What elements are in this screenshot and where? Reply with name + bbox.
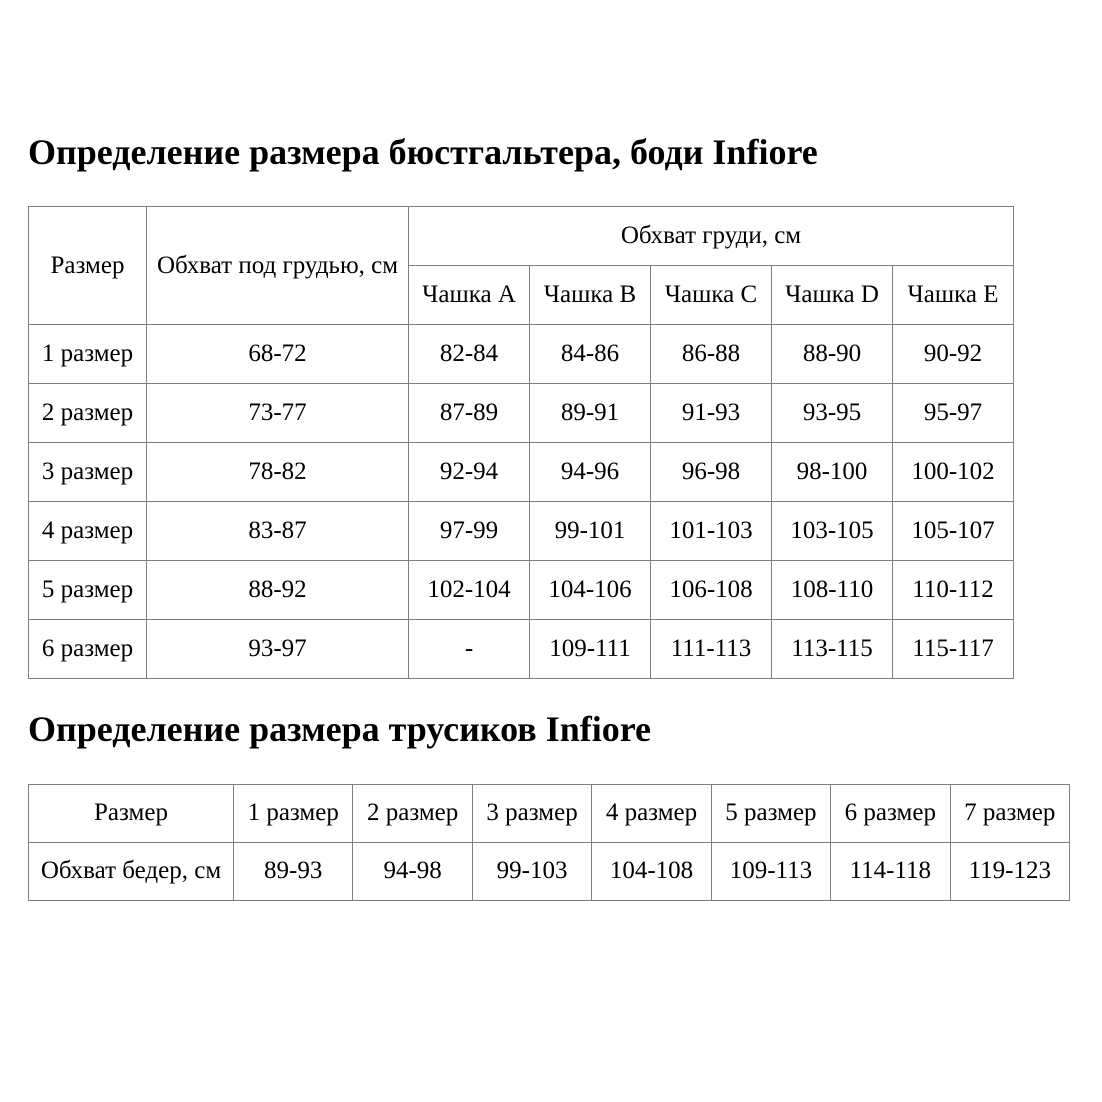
cup-e-cell: 115-117 — [892, 619, 1014, 680]
col-header-cup-c: Чашка C — [650, 265, 772, 326]
size-cell: 3 размер — [28, 442, 147, 503]
size-cell: 1 размер — [28, 324, 147, 385]
table-row: 5 размер 88-92 102-104 104-106 106-108 1… — [28, 560, 1014, 621]
table-row: 6 размер 93-97 - 109-111 111-113 113-115… — [28, 619, 1014, 680]
cup-c-cell: 96-98 — [650, 442, 772, 503]
col-header-size-1: 1 размер — [232, 783, 354, 843]
cup-e-cell: 95-97 — [892, 383, 1014, 444]
underbust-cell: 83-87 — [146, 501, 409, 562]
cup-d-cell: 108-110 — [771, 560, 893, 621]
cup-a-cell: 97-99 — [408, 501, 530, 562]
cup-b-cell: 99-101 — [529, 501, 651, 562]
col-header-size: Размер — [28, 783, 234, 843]
cup-e-cell: 105-107 — [892, 501, 1014, 562]
table-row: 3 размер 78-82 92-94 94-96 96-98 98-100 … — [28, 442, 1014, 503]
underbust-cell: 73-77 — [146, 383, 409, 444]
cup-a-cell: 87-89 — [408, 383, 530, 444]
size-cell: 2 размер — [28, 383, 147, 444]
col-header-cup-b: Чашка B — [529, 265, 651, 326]
table-row: 4 размер 83-87 97-99 99-101 101-103 103-… — [28, 501, 1014, 562]
cup-c-cell: 111-113 — [650, 619, 772, 680]
hips-cell-5: 109-113 — [710, 841, 832, 901]
bra-size-heading: Определение размера бюстгальтера, боди I… — [28, 132, 818, 172]
cup-d-cell: 93-95 — [771, 383, 893, 444]
col-header-cup-a: Чашка A — [408, 265, 530, 326]
bra-table-header-row-1: Размер Обхват под грудью, см Обхват груд… — [28, 206, 1014, 326]
underbust-cell: 93-97 — [146, 619, 409, 680]
col-header-size-4: 4 размер — [591, 783, 712, 843]
col-header-size-6: 6 размер — [830, 783, 951, 843]
hips-cell-7: 119-123 — [949, 841, 1071, 901]
col-header-bust: Обхват груди, см — [408, 206, 1014, 267]
hips-cell-3: 99-103 — [471, 841, 593, 901]
hips-row-label: Обхват бедер, см — [28, 841, 234, 901]
cup-b-cell: 104-106 — [529, 560, 651, 621]
bra-size-table: Размер Обхват под грудью, см Обхват груд… — [28, 206, 1014, 680]
hips-cell-4: 104-108 — [591, 841, 712, 901]
cup-a-cell: - — [408, 619, 530, 680]
hips-cell-1: 89-93 — [232, 841, 354, 901]
cup-b-cell: 89-91 — [529, 383, 651, 444]
cup-d-cell: 103-105 — [771, 501, 893, 562]
underbust-cell: 78-82 — [146, 442, 409, 503]
cup-d-cell: 113-115 — [771, 619, 893, 680]
col-header-underbust: Обхват под грудью, см — [146, 206, 409, 326]
cup-e-cell: 90-92 — [892, 324, 1014, 385]
col-header-size-3: 3 размер — [471, 783, 593, 843]
panty-size-heading: Определение размера трусиков Infiore — [28, 709, 652, 750]
cup-d-cell: 98-100 — [771, 442, 893, 503]
hips-cell-2: 94-98 — [352, 841, 473, 901]
cup-b-cell: 84-86 — [529, 324, 651, 385]
cup-c-cell: 86-88 — [650, 324, 772, 385]
table-row: Обхват бедер, см 89-93 94-98 99-103 104-… — [28, 841, 1071, 901]
table-row: 2 размер 73-77 87-89 89-91 91-93 93-95 9… — [28, 383, 1014, 444]
col-header-size-5: 5 размер — [710, 783, 832, 843]
cup-a-cell: 102-104 — [408, 560, 530, 621]
cup-e-cell: 110-112 — [892, 560, 1014, 621]
col-header-cup-d: Чашка D — [771, 265, 893, 326]
table-row: 1 размер 68-72 82-84 84-86 86-88 88-90 9… — [28, 324, 1014, 385]
col-header-cup-e: Чашка E — [892, 265, 1014, 326]
col-header-size-2: 2 размер — [352, 783, 473, 843]
col-header-size-7: 7 размер — [949, 783, 1071, 843]
underbust-cell: 68-72 — [146, 324, 409, 385]
cup-c-cell: 91-93 — [650, 383, 772, 444]
cup-e-cell: 100-102 — [892, 442, 1014, 503]
panty-table-header-row: Размер 1 размер 2 размер 3 размер 4 разм… — [28, 783, 1071, 843]
cup-a-cell: 82-84 — [408, 324, 530, 385]
underbust-cell: 88-92 — [146, 560, 409, 621]
cup-b-cell: 109-111 — [529, 619, 651, 680]
size-cell: 4 размер — [28, 501, 147, 562]
cup-a-cell: 92-94 — [408, 442, 530, 503]
cup-c-cell: 106-108 — [650, 560, 772, 621]
cup-c-cell: 101-103 — [650, 501, 772, 562]
size-cell: 5 размер — [28, 560, 147, 621]
panty-size-table: Размер 1 размер 2 размер 3 размер 4 разм… — [28, 783, 1071, 901]
cup-b-cell: 94-96 — [529, 442, 651, 503]
hips-cell-6: 114-118 — [830, 841, 951, 901]
col-header-size: Размер — [28, 206, 147, 326]
size-cell: 6 размер — [28, 619, 147, 680]
cup-d-cell: 88-90 — [771, 324, 893, 385]
document-content: Определение размера бюстгальтера, боди I… — [0, 132, 1102, 901]
